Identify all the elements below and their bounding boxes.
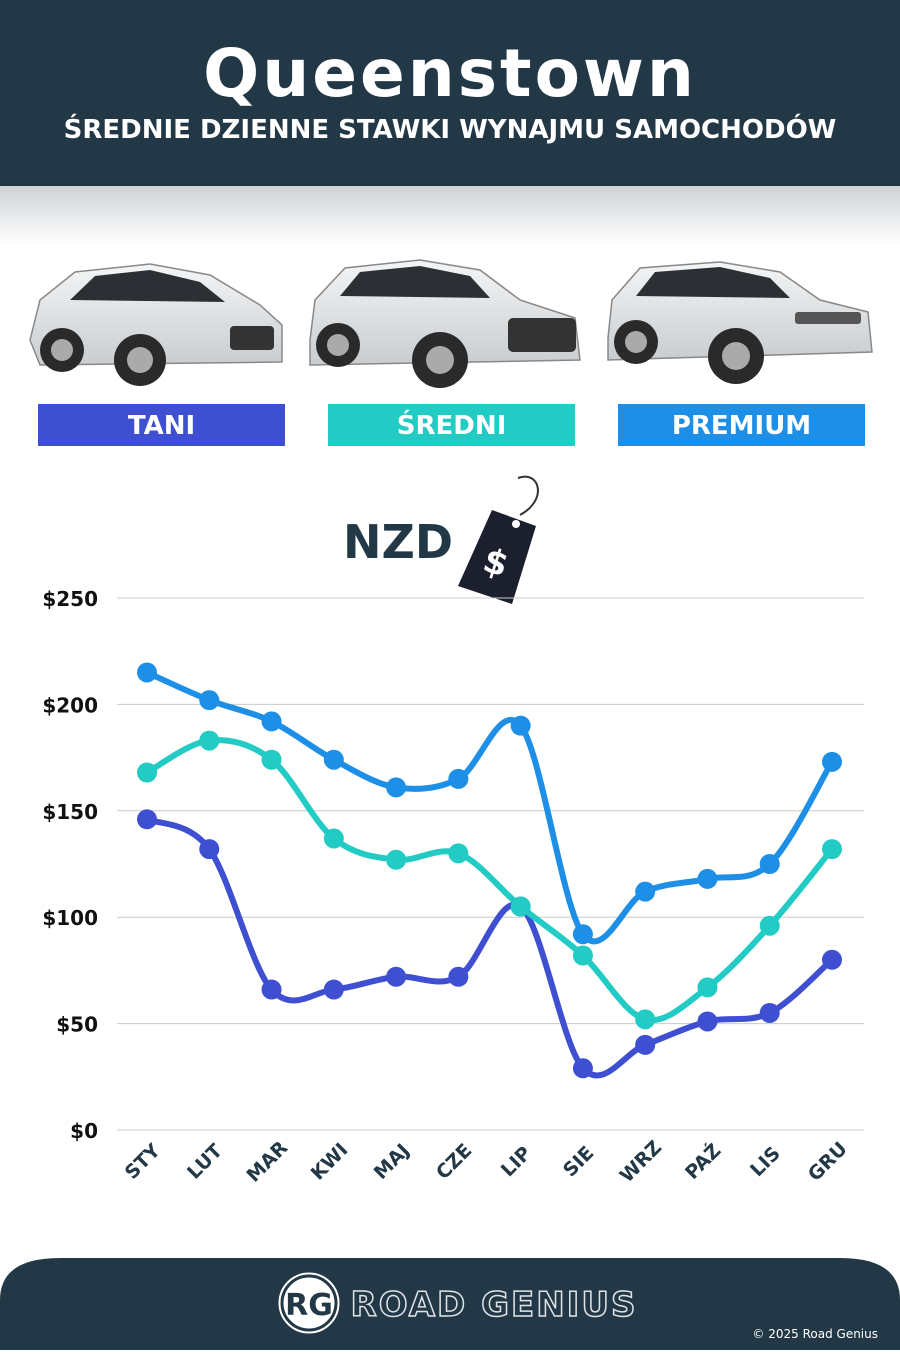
data-point [510, 715, 531, 736]
data-point [759, 1002, 780, 1023]
data-point [635, 1034, 656, 1055]
price-tag [458, 475, 539, 604]
data-point [448, 768, 469, 789]
data-point [448, 966, 469, 987]
y-tick-label: $50 [56, 1013, 98, 1037]
logo-text: RG [285, 1288, 333, 1323]
data-point [448, 843, 469, 864]
car-premium [607, 261, 873, 384]
data-point [199, 839, 220, 860]
data-point [386, 777, 407, 798]
title: Queenstown [203, 35, 697, 112]
legend-swatch [328, 404, 575, 446]
data-point [199, 690, 220, 711]
x-tick-label: GRU [804, 1138, 852, 1186]
car-economy [29, 263, 283, 386]
currency-label: NZD [343, 515, 453, 569]
legend-label: TANI [128, 411, 195, 441]
data-point [697, 868, 718, 889]
copyright: © 2025 Road Genius [752, 1327, 878, 1341]
y-tick-label: $100 [42, 906, 98, 930]
legend-label: ŚREDNI [397, 409, 507, 441]
x-tick-label: STY [121, 1140, 165, 1184]
x-tick-label: SIE [559, 1142, 598, 1181]
y-tick-label: $250 [42, 587, 98, 611]
x-tick-label: LIS [746, 1142, 785, 1181]
footer [0, 1258, 900, 1350]
legend-swatch [38, 404, 285, 446]
data-point [386, 849, 407, 870]
data-point [510, 896, 531, 917]
x-tick-label: CZE [432, 1140, 476, 1184]
data-point [635, 881, 656, 902]
header-shadow [0, 186, 900, 246]
data-point [697, 977, 718, 998]
car-midsize [309, 259, 581, 388]
x-tick-label: PAŹ [680, 1139, 725, 1184]
legend-label: PREMIUM [672, 411, 811, 441]
logo-circle [275, 1269, 343, 1337]
data-point [697, 1011, 718, 1032]
data-point [822, 751, 842, 772]
data-point [759, 854, 780, 874]
data-point [572, 1058, 593, 1079]
legend: TANI ŚREDNI PREMIUM [38, 404, 865, 446]
data-point [261, 979, 282, 1000]
data-point [137, 809, 157, 830]
y-tick-label: $200 [42, 693, 98, 717]
subtitle: ŚREDNIE DZIENNE STAWKI WYNAJMU SAMOCHODÓ… [64, 113, 837, 145]
data-point [759, 915, 780, 936]
data-point [137, 762, 157, 783]
y-tick-label: $0 [70, 1119, 98, 1143]
legend-swatch [618, 404, 865, 446]
brand-name: ROAD GENIUS [351, 1285, 638, 1325]
data-point [386, 966, 407, 987]
data-point [572, 945, 593, 966]
data-point [822, 949, 842, 970]
x-tick-label: MAR [242, 1137, 292, 1187]
logo-ring [280, 1274, 338, 1332]
data-point [822, 839, 842, 860]
y-tick-label: $150 [42, 800, 98, 824]
header [0, 0, 900, 186]
x-tick-label: LUT [183, 1140, 227, 1184]
data-point [261, 749, 282, 770]
x-tick-label: MAJ [370, 1140, 414, 1184]
data-point [323, 749, 344, 770]
data-point [635, 1009, 656, 1030]
data-point [572, 924, 593, 945]
data-point [199, 730, 220, 751]
x-tick-label: LIP [497, 1142, 536, 1181]
x-tick-label: KWI [307, 1139, 353, 1185]
series-line [145, 816, 834, 1079]
series-line [145, 669, 835, 945]
x-tick-label: WRZ [616, 1137, 666, 1187]
data-point [323, 828, 344, 849]
data-point [137, 662, 157, 683]
plot: $0 $50 $100 $150 $200 $250 STY LUT MAR KWI MAJ CZE L… [42, 587, 864, 1187]
data-point [323, 979, 344, 1000]
data-point [261, 711, 282, 732]
